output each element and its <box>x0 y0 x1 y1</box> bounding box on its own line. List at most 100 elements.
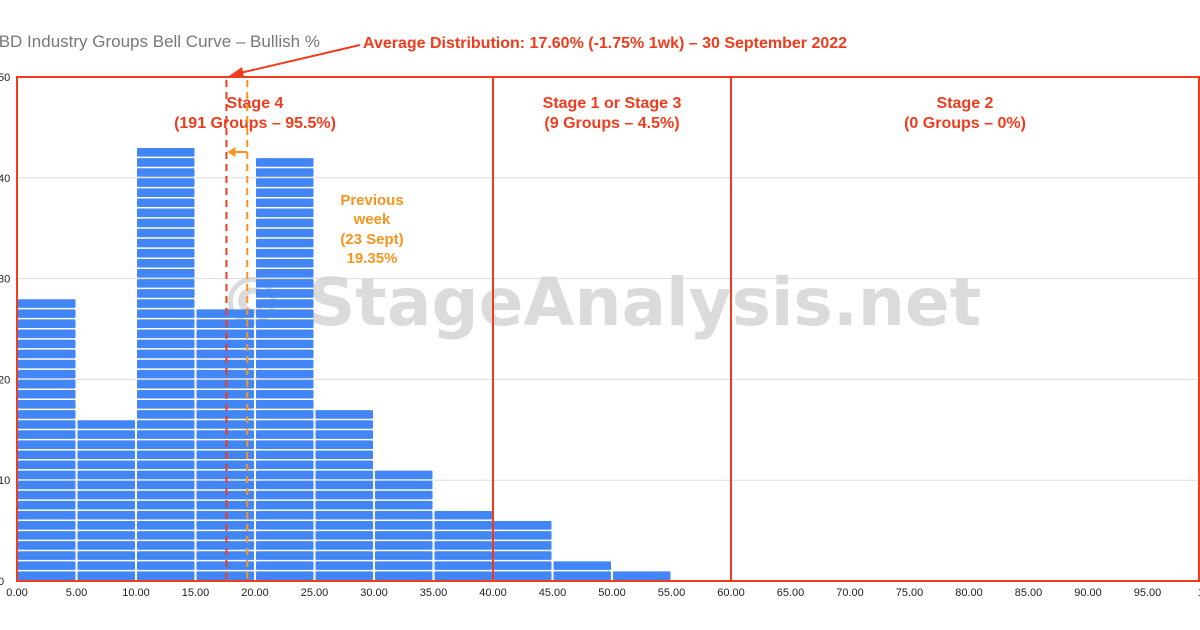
bar-unit <box>256 420 314 429</box>
bar-unit <box>137 238 195 248</box>
bar-unit <box>18 500 76 510</box>
bar-unit <box>137 551 195 560</box>
bar-unit <box>375 531 433 540</box>
bar-unit <box>196 329 254 339</box>
bar-unit <box>77 561 135 570</box>
stage-name: Stage 4 <box>227 95 284 112</box>
average-lines <box>225 80 249 581</box>
bar-unit <box>77 440 135 449</box>
bar-unit <box>18 480 76 490</box>
bar-unit <box>137 400 195 409</box>
bar-unit <box>77 571 135 580</box>
bar-unit <box>137 389 195 399</box>
bar-unit <box>137 561 195 570</box>
bar-unit <box>137 571 195 580</box>
histogram-bar <box>196 309 254 580</box>
bar-unit <box>137 208 195 218</box>
bar-unit <box>18 359 76 369</box>
bar-unit <box>137 198 195 208</box>
bar-unit <box>196 460 254 470</box>
bar-unit <box>315 490 373 500</box>
bar-unit <box>196 531 254 540</box>
bar-unit <box>375 470 433 480</box>
bar-unit <box>18 329 76 339</box>
bar-unit <box>256 369 314 379</box>
bar-unit <box>196 389 254 399</box>
bar-unit <box>256 389 314 399</box>
previous-label-line: (23 Sept) <box>340 231 403 248</box>
bar-unit <box>315 541 373 550</box>
histogram-bar <box>553 561 611 580</box>
stage-name: Stage 2 <box>937 95 994 112</box>
y-axis-ticks: 0 10 20 30 40 50 <box>0 72 10 588</box>
bar-unit <box>77 521 135 530</box>
bar-unit <box>256 561 314 570</box>
bar-unit <box>18 379 76 389</box>
bar-unit <box>196 319 254 328</box>
x-tick-label: 20.00 <box>241 587 269 599</box>
bar-unit <box>375 510 433 520</box>
stage-detail: (191 Groups – 95.5%) <box>174 115 336 132</box>
bar-unit <box>256 279 314 288</box>
bar-unit <box>315 430 373 439</box>
bar-unit <box>196 551 254 560</box>
histogram-bar <box>77 420 135 580</box>
bar-unit <box>18 551 76 560</box>
bar-unit <box>256 480 314 490</box>
bar-unit <box>375 561 433 570</box>
bar-unit <box>256 299 314 308</box>
bar-unit <box>256 218 314 228</box>
bar-unit <box>196 500 254 510</box>
bar-unit <box>196 339 254 349</box>
histogram-bar <box>315 410 373 580</box>
bar-unit <box>315 440 373 449</box>
y-tick-label: 0 <box>0 576 4 588</box>
bar-unit <box>137 410 195 419</box>
bar-unit <box>18 490 76 500</box>
bar-unit <box>315 450 373 460</box>
bar-unit <box>256 228 314 238</box>
bar-unit <box>137 359 195 369</box>
bar-unit <box>137 379 195 389</box>
bar-unit <box>137 258 195 268</box>
bar-unit <box>256 198 314 208</box>
x-tick-label: 90.00 <box>1074 587 1102 599</box>
bar-unit <box>137 470 195 480</box>
bar-unit <box>196 440 254 449</box>
bar-unit <box>18 349 76 359</box>
bar-unit <box>77 500 135 510</box>
bar-unit <box>18 309 76 318</box>
bar-unit <box>315 561 373 570</box>
bar-unit <box>494 561 552 570</box>
bar-unit <box>494 551 552 560</box>
bar-unit <box>18 541 76 550</box>
bar-unit <box>494 571 552 580</box>
bar-unit <box>137 218 195 228</box>
bar-unit <box>256 289 314 298</box>
bar-unit <box>196 349 254 359</box>
bar-unit <box>18 521 76 530</box>
bar-unit <box>196 521 254 530</box>
bar-unit <box>256 450 314 460</box>
bar-unit <box>77 420 135 429</box>
bar-unit <box>18 510 76 520</box>
previous-label-line: 19.35% <box>347 250 398 267</box>
bar-unit <box>494 541 552 550</box>
y-tick-label: 10 <box>0 475 10 487</box>
bar-unit <box>77 551 135 560</box>
bar-unit <box>18 460 76 470</box>
bar-unit <box>256 521 314 530</box>
bar-unit <box>375 551 433 560</box>
bar-unit <box>18 319 76 328</box>
bar-unit <box>137 319 195 328</box>
bar-unit <box>18 470 76 480</box>
bar-unit <box>77 460 135 470</box>
bar-unit <box>375 541 433 550</box>
bar-unit <box>375 521 433 530</box>
stage-detail: (9 Groups – 4.5%) <box>544 115 679 132</box>
x-tick-label: 75.00 <box>896 587 924 599</box>
bar-unit <box>256 158 314 167</box>
bar-unit <box>137 329 195 339</box>
watermark: © StageAnalysis.net <box>219 264 981 341</box>
bar-unit <box>553 561 611 570</box>
